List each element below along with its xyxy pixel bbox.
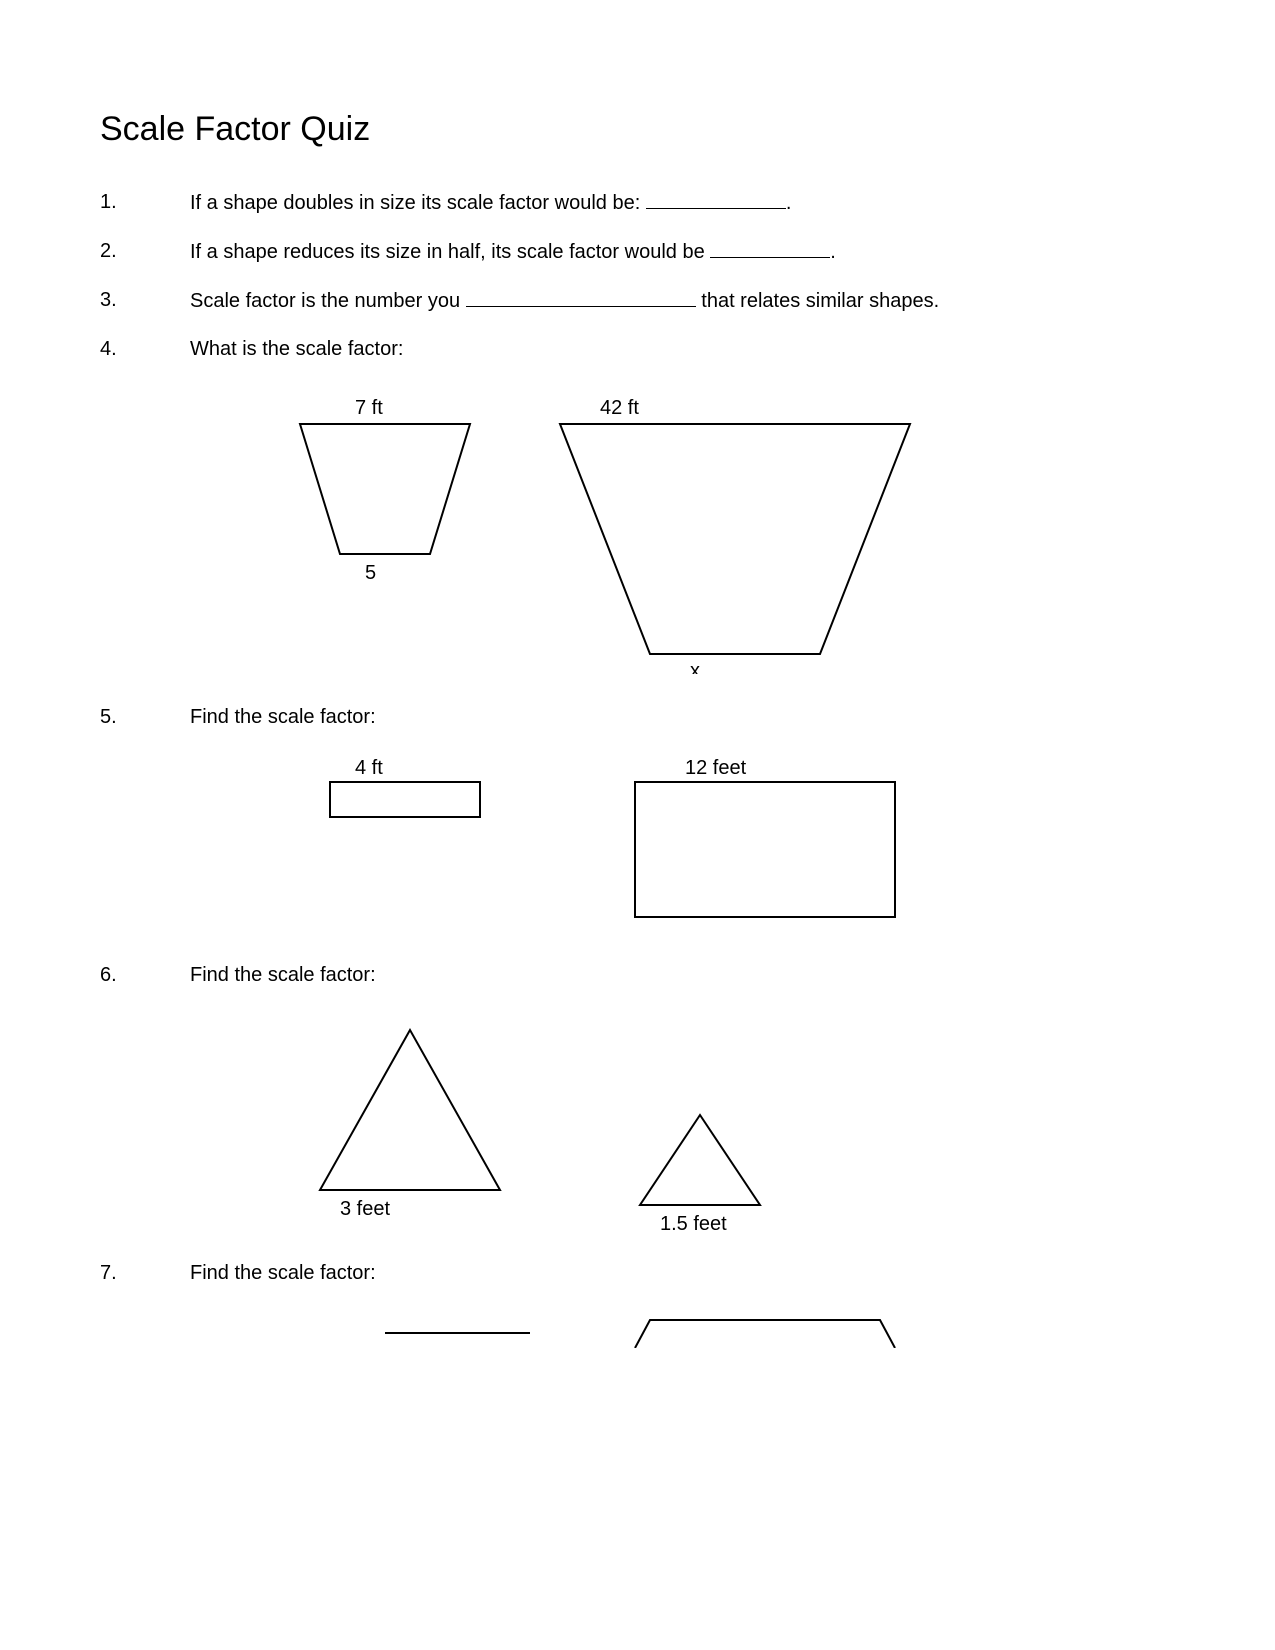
q6-text: Find the scale factor: [190,962,1175,988]
q1-pre: If a shape doubles in size its scale fac… [190,192,646,214]
figure-4: 7 ft 5 42 ft x [190,384,1175,674]
q4-number: 4. [100,336,190,362]
figure-7-svg [190,1308,950,1348]
figure-5: 4 ft 12 feet [190,752,1175,932]
q3-number: 3. [100,287,190,314]
svg-text:4 ft: 4 ft [355,757,383,779]
q2-pre: If a shape reduces its size in half, its… [190,241,710,263]
svg-text:1.5 feet: 1.5 feet [660,1213,727,1230]
question-7: 7. Find the scale factor: [100,1260,1175,1286]
svg-text:3 feet: 3 feet [340,1198,390,1220]
question-6: 6. Find the scale factor: [100,962,1175,988]
q7-text: Find the scale factor: [190,1260,1175,1286]
q1-blank[interactable] [646,189,786,209]
question-5: 5. Find the scale factor: [100,704,1175,730]
question-3: 3. Scale factor is the number you that r… [100,287,1175,314]
q2-text: If a shape reduces its size in half, its… [190,238,1175,265]
svg-text:7 ft: 7 ft [355,397,383,419]
q5-text: Find the scale factor: [190,704,1175,730]
svg-text:42 ft: 42 ft [600,397,639,419]
q3-blank[interactable] [466,287,696,307]
q1-text: If a shape doubles in size its scale fac… [190,189,1175,216]
figure-6-svg: 3 feet 1.5 feet [190,1010,950,1230]
figure-6: 3 feet 1.5 feet [190,1010,1175,1230]
svg-text:x: x [690,660,700,674]
page-title: Scale Factor Quiz [100,110,1175,149]
q6-number: 6. [100,962,190,988]
q1-post: . [786,192,792,214]
q3-post: that relates similar shapes. [696,290,939,312]
svg-text:5: 5 [365,562,376,584]
svg-text:12 feet: 12 feet [685,757,747,779]
question-4: 4. What is the scale factor: [100,336,1175,362]
q2-number: 2. [100,238,190,265]
q5-number: 5. [100,704,190,730]
figure-7 [190,1308,1175,1348]
question-1: 1. If a shape doubles in size its scale … [100,189,1175,216]
question-2: 2. If a shape reduces its size in half, … [100,238,1175,265]
q4-text: What is the scale factor: [190,336,1175,362]
q2-post: . [830,241,836,263]
figure-4-svg: 7 ft 5 42 ft x [190,384,950,674]
q2-blank[interactable] [710,238,830,258]
figure-5-svg: 4 ft 12 feet [190,752,950,932]
q7-number: 7. [100,1260,190,1286]
q3-text: Scale factor is the number you that rela… [190,287,1175,314]
q3-pre: Scale factor is the number you [190,290,466,312]
q1-number: 1. [100,189,190,216]
